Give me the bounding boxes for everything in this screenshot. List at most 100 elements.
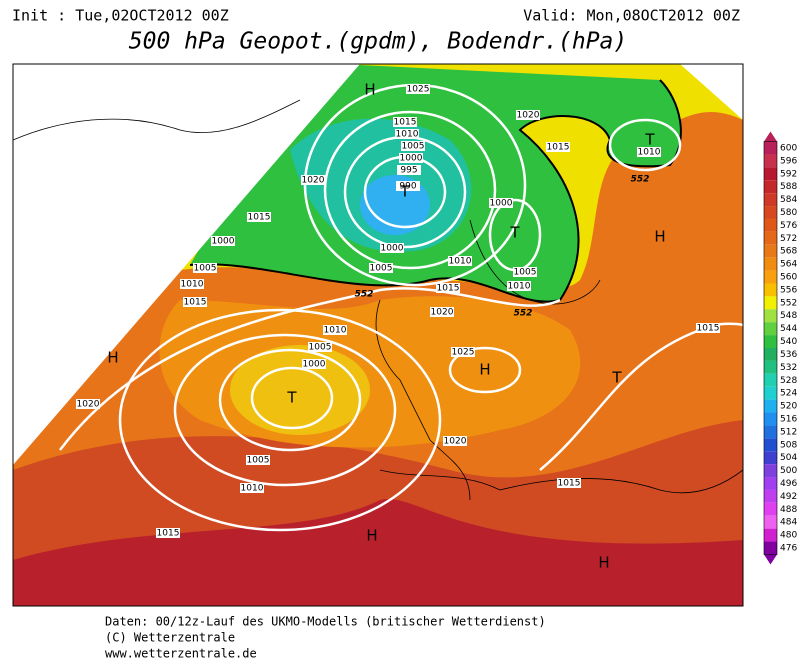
scale-label: 504 bbox=[780, 453, 797, 463]
isobar-label: 1010 bbox=[638, 148, 661, 158]
scale-label: 492 bbox=[780, 492, 797, 502]
isobar-label: 1010 bbox=[508, 282, 531, 292]
isobar-label-bg bbox=[302, 359, 326, 369]
isobar-label-bg bbox=[397, 165, 421, 175]
scale-swatch bbox=[764, 335, 777, 348]
pressure-center: H bbox=[598, 554, 609, 572]
scale-label: 496 bbox=[780, 479, 797, 489]
scale-label: 544 bbox=[780, 324, 797, 334]
scale-label: 500 bbox=[780, 466, 797, 476]
isobar-label: 1020 bbox=[517, 111, 540, 121]
scale-label: 524 bbox=[780, 389, 797, 399]
isobar-label: 1005 bbox=[370, 264, 393, 274]
scale-swatch bbox=[764, 270, 777, 284]
scale-swatch bbox=[764, 515, 777, 529]
pressure-center: H bbox=[364, 81, 375, 99]
isobar-label: 1010 bbox=[324, 326, 347, 336]
scale-swatch bbox=[764, 141, 777, 155]
isobar-label: 1000 bbox=[400, 154, 423, 164]
scale-swatch bbox=[764, 528, 777, 542]
scale-label: 568 bbox=[780, 247, 797, 257]
scale-frame bbox=[763, 141, 778, 555]
isobar-label: 1005 bbox=[194, 264, 217, 274]
isobar-label: 990 bbox=[399, 182, 416, 192]
isobar-label-bg bbox=[301, 175, 325, 185]
scale-swatch bbox=[764, 438, 777, 452]
scale-label: 596 bbox=[780, 156, 797, 166]
scale-label: 556 bbox=[780, 285, 797, 295]
field-hot bbox=[13, 499, 743, 606]
pressure-center: T bbox=[611, 369, 622, 387]
scale-label: 536 bbox=[780, 350, 797, 360]
scale-swatch bbox=[764, 167, 777, 181]
isobar-label: 1025 bbox=[407, 85, 430, 95]
scale-swatch bbox=[764, 296, 777, 310]
pressure-center: T bbox=[644, 131, 655, 149]
isobar-label: 1015 bbox=[157, 529, 180, 539]
scale-swatch bbox=[764, 231, 777, 245]
scale-label: 584 bbox=[780, 195, 797, 205]
map-field bbox=[13, 64, 743, 606]
isobar-label-bg bbox=[180, 279, 204, 289]
isobar-label-bg bbox=[156, 528, 180, 538]
footer-line: (C) Wetterzentrale bbox=[105, 631, 235, 645]
isobar-label: 1020 bbox=[431, 308, 454, 318]
isobar-label-bg bbox=[323, 325, 347, 335]
isobar-label: 1010 bbox=[241, 484, 264, 494]
isobar-label-bg bbox=[507, 281, 531, 291]
scale-label: 592 bbox=[780, 169, 797, 179]
isobar-label-bg bbox=[443, 436, 467, 446]
footer-line: www.wetterzentrale.de bbox=[105, 647, 257, 661]
isobar-label-bg bbox=[395, 129, 419, 139]
isobar-label-bg bbox=[393, 117, 417, 127]
isobar-label: 1010 bbox=[449, 257, 472, 267]
isobar-label-bg bbox=[247, 212, 271, 222]
isobar-label-bg bbox=[183, 297, 207, 307]
contour-label: 552 bbox=[514, 309, 533, 319]
scale-swatch bbox=[764, 322, 777, 336]
scale-swatch bbox=[764, 257, 777, 271]
isobar-label-bg bbox=[193, 263, 217, 273]
scale-swatch bbox=[764, 541, 777, 555]
isobar-labels: 1025 1020 1015 1010 1015 1010 1005 1000 995 990 10… bbox=[76, 84, 720, 539]
isobar-label-bg bbox=[546, 142, 570, 152]
init-time: Init : Tue,02OCT2012 00Z bbox=[12, 7, 229, 25]
isobar-label-bg bbox=[401, 141, 425, 151]
isobar-label: 1010 bbox=[396, 130, 419, 140]
isobar-label: 1015 bbox=[547, 143, 570, 153]
scale-swatch bbox=[764, 154, 777, 168]
scale-label: 516 bbox=[780, 414, 797, 424]
scale-swatch bbox=[764, 283, 777, 297]
scale-swatch bbox=[764, 386, 777, 400]
isobar-label: 1015 bbox=[558, 479, 581, 489]
contour-552 bbox=[189, 79, 682, 303]
scale-swatch bbox=[764, 180, 777, 194]
scale-label: 484 bbox=[780, 518, 797, 528]
isobar-label: 1000 bbox=[303, 360, 326, 370]
pressure-center: H bbox=[654, 228, 665, 246]
isobar-label-bg bbox=[406, 84, 430, 94]
pressure-centers: H T T T H H T H T H H bbox=[107, 81, 665, 572]
valid-time: Valid: Mon,08OCT2012 00Z bbox=[523, 7, 740, 25]
scale-label: 512 bbox=[780, 427, 797, 437]
scale-label: 572 bbox=[780, 234, 797, 244]
isobar-label: 1020 bbox=[444, 437, 467, 447]
scale-label: 588 bbox=[780, 182, 797, 192]
contour-label: 552 bbox=[631, 175, 650, 185]
isobar-label-bg bbox=[696, 323, 720, 333]
isobar-label: 1005 bbox=[514, 268, 537, 278]
field-ridge bbox=[159, 296, 581, 448]
pressure-center: T bbox=[399, 183, 410, 201]
pressure-center: H bbox=[479, 361, 490, 379]
isobar-label-bg bbox=[76, 399, 100, 409]
isobar-label-bg bbox=[211, 236, 235, 246]
scale-label: 476 bbox=[780, 544, 797, 554]
scale-cap bbox=[764, 554, 777, 565]
isobar-label: 1015 bbox=[394, 118, 417, 128]
pressure-center: H bbox=[107, 349, 118, 367]
isobar-label: 1015 bbox=[248, 213, 271, 223]
scale-swatch bbox=[764, 502, 777, 516]
scale-label: 548 bbox=[780, 311, 797, 321]
scale-swatch bbox=[764, 412, 777, 426]
